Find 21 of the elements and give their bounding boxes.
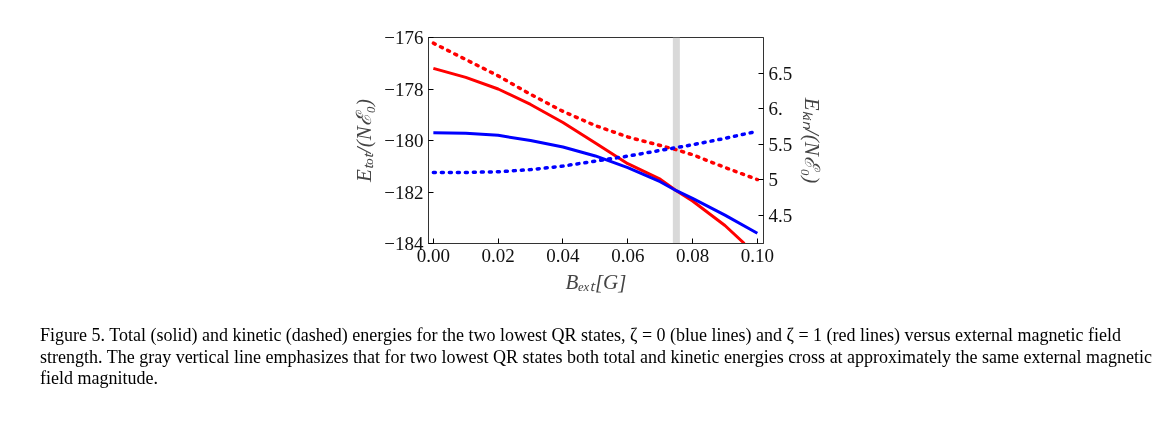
y2-tick-label: 6.5 bbox=[768, 62, 793, 84]
y-tick-label: −182 bbox=[384, 181, 424, 203]
y2-tick-label: 6. bbox=[768, 98, 783, 120]
x-tick-label: 0.08 bbox=[675, 244, 710, 266]
y-tick-label: −180 bbox=[384, 130, 424, 151]
y2-tick-label: 4.5 bbox=[768, 204, 793, 226]
x-tick-label: 0.06 bbox=[611, 244, 645, 266]
x-tick-label: 0.04 bbox=[546, 244, 581, 266]
x-axis-title: Bₑₓₜ[G] bbox=[565, 269, 627, 294]
line-series bbox=[431, 66, 746, 244]
y2-tick-label: 5 bbox=[768, 169, 778, 191]
x-tick-label: 0.10 bbox=[740, 244, 774, 266]
caption: Figure 5. Total (solid) and kinetic (dashed) energies for the two lowest QR states, ζ = 0 (blue lines) and ζ = 1 (red lines) versus external magnetic field strength. The gray vertical line emphasizes that for two lowest QR states both total and kinetic energies cross at approximately the same external magnetic field magnitude. bbox=[40, 325, 1153, 390]
y2-axis-title: Eₖᵢₙ/(Nℰ₀) bbox=[800, 96, 825, 184]
x-tick-label: 0.02 bbox=[481, 244, 515, 266]
y-tick-label: −176 bbox=[384, 27, 424, 48]
line-series bbox=[431, 41, 760, 182]
y-axis-title: Eₜₒₜ/(Nℰ₀) bbox=[352, 99, 377, 183]
y2-tick-label: 5.5 bbox=[768, 133, 793, 155]
line-series bbox=[431, 131, 759, 235]
y-tick-label: −178 bbox=[384, 78, 424, 100]
